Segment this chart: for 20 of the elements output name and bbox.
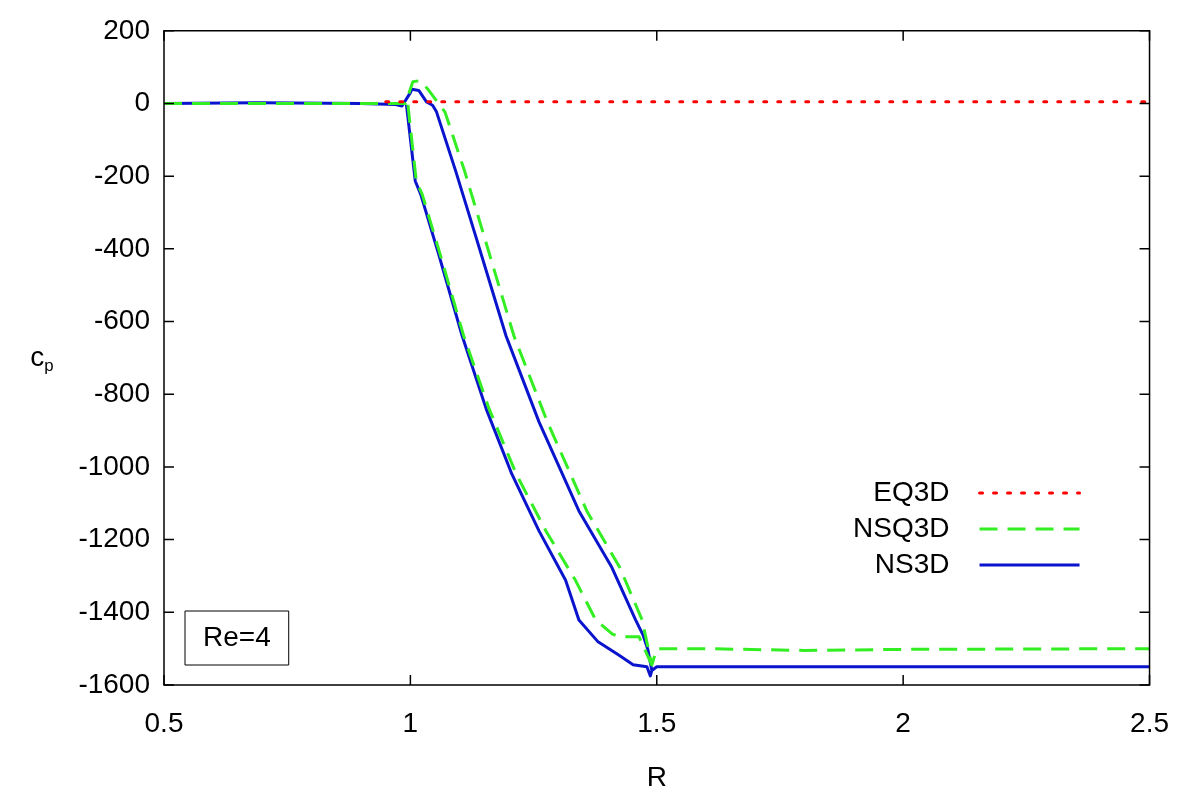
annotation: Re=4 bbox=[203, 620, 271, 652]
x-tick-label: 1 bbox=[402, 706, 419, 738]
y-tick-label: -600 bbox=[93, 304, 150, 336]
x-tick-label: 0.5 bbox=[144, 706, 184, 738]
legend-label: NS3D bbox=[874, 547, 950, 579]
y-tick-label: -400 bbox=[93, 231, 150, 263]
x-tick-label: 1.5 bbox=[637, 706, 677, 738]
legend-label: NSQ3D bbox=[853, 511, 950, 543]
x-tick-label: 2 bbox=[895, 706, 911, 738]
y-tick-label: -200 bbox=[93, 158, 150, 190]
y-tick-label: -1400 bbox=[78, 595, 150, 627]
y-tick-label: -1600 bbox=[78, 667, 150, 699]
legend-label: EQ3D bbox=[873, 475, 950, 507]
y-tick-label: -1200 bbox=[78, 522, 150, 554]
y-tick-label: 200 bbox=[103, 13, 150, 45]
y-tick-label: -800 bbox=[93, 376, 150, 408]
x-tick-label: 2.5 bbox=[1130, 706, 1170, 738]
y-tick-label: 0 bbox=[134, 86, 150, 118]
x-axis-title: R bbox=[646, 760, 667, 792]
y-tick-label: -1000 bbox=[78, 449, 150, 481]
